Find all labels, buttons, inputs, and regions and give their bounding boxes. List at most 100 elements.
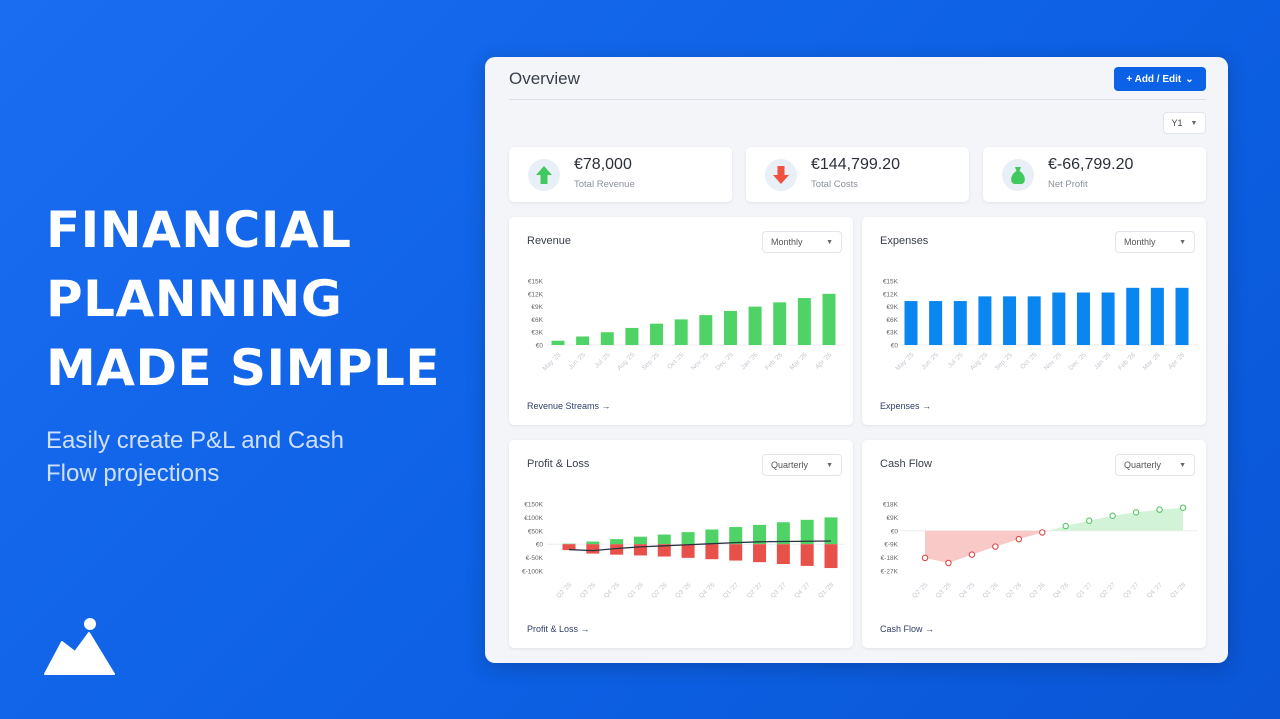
- x-tick-label: Mar '26: [1142, 351, 1162, 371]
- x-tick-label: Q4 '26: [698, 581, 717, 600]
- data-point: [1015, 535, 1023, 543]
- kpi-label: Total Costs: [811, 179, 858, 190]
- y-tick-label: €0: [536, 343, 544, 350]
- x-tick-label: Jan '26: [740, 351, 760, 371]
- y-tick-label: €-100K: [522, 569, 544, 576]
- data-point: [1132, 509, 1140, 516]
- card-title: Revenue: [527, 235, 572, 247]
- x-tick-label: Q4 '25: [958, 581, 977, 600]
- positive-area: [1048, 507, 1183, 531]
- x-tick-label: Apr '26: [814, 351, 834, 371]
- cost-bar: [729, 544, 743, 561]
- cost-bar: [633, 544, 647, 556]
- interval-select[interactable]: Quarterly ▼: [1115, 454, 1195, 476]
- expenses-link[interactable]: Expenses →: [880, 401, 932, 411]
- y-tick-label: €9K: [886, 304, 898, 311]
- bar: [551, 340, 565, 345]
- kpi-label: Net Profit: [1048, 179, 1088, 190]
- caret-down-icon: ▼: [826, 461, 833, 469]
- y-tick-label: €9K: [531, 304, 543, 311]
- caret-down-icon: ▼: [1190, 119, 1198, 127]
- bar: [723, 310, 737, 345]
- card-title: Cash Flow: [880, 458, 932, 470]
- cash-flow-link[interactable]: Cash Flow →: [880, 624, 935, 634]
- revenue-bar: [610, 539, 624, 545]
- revenue-bar: [705, 529, 719, 545]
- interval-value: Monthly: [771, 237, 803, 247]
- kpi-net-profit: €-66,799.20 Net Profit: [983, 147, 1206, 202]
- x-tick-label: Q1 '27: [722, 581, 741, 600]
- x-tick-label: Jul '25: [947, 351, 965, 369]
- revenue-streams-link[interactable]: Revenue Streams →: [527, 401, 611, 411]
- expenses-chart-card: Expenses Monthly ▼ €0 €3K €6K €9K €12K €15K May…: [862, 217, 1206, 425]
- period-value: Y1: [1171, 118, 1183, 128]
- caret-down-icon: ▼: [1179, 238, 1186, 246]
- data-point: [1039, 529, 1046, 536]
- negative-area: [925, 530, 1049, 563]
- hero-line: MADE SIMPLE: [46, 339, 441, 397]
- revenue-bar: [681, 532, 695, 545]
- kpi-value: €144,799.20: [811, 156, 900, 173]
- revenue-bar: [800, 519, 814, 545]
- x-tick-label: Q2 '25: [555, 581, 574, 600]
- hero-headline: FINANCIAL PLANNING MADE SIMPLE: [46, 196, 440, 403]
- hero-line: FINANCIAL: [46, 201, 352, 259]
- arrow-down-icon: [765, 159, 797, 191]
- period-select[interactable]: Y1 ▼: [1163, 112, 1206, 134]
- bar: [625, 327, 639, 345]
- bar: [699, 315, 713, 345]
- x-tick-label: May '25: [895, 351, 916, 372]
- kpi-value: €-66,799.20: [1048, 156, 1134, 173]
- money-bag-icon: [1002, 159, 1034, 191]
- revenue-bar: [729, 527, 743, 545]
- x-tick-label: Nov '25: [690, 351, 711, 372]
- data-point: [1085, 517, 1093, 524]
- x-tick-label: Dec '25: [1067, 351, 1088, 372]
- add-edit-button[interactable]: + Add / Edit ⌄: [1114, 67, 1206, 91]
- bar: [674, 319, 688, 345]
- y-tick-label: €12K: [528, 291, 544, 298]
- add-edit-label: + Add / Edit: [1126, 73, 1182, 85]
- revenue-chart-card: Revenue Monthly ▼ €0 €3K €6K €9K €12K €15K May …: [509, 217, 853, 425]
- cost-bar: [705, 544, 719, 560]
- x-tick-label: Feb '26: [764, 351, 784, 371]
- y-tick-label: €50K: [528, 528, 544, 535]
- revenue-bar: [562, 543, 576, 545]
- interval-select[interactable]: Monthly ▼: [1115, 231, 1195, 253]
- bar: [822, 293, 836, 345]
- x-tick-label: Q2 '26: [650, 581, 669, 600]
- bar: [978, 296, 992, 345]
- x-tick-label: Q3 '27: [769, 581, 788, 600]
- y-tick-label: €0: [891, 343, 899, 350]
- y-tick-label: €3K: [531, 330, 543, 337]
- x-tick-label: Apr '26: [1167, 351, 1187, 371]
- bar: [1027, 296, 1041, 345]
- x-tick-label: Q3 '26: [674, 581, 693, 600]
- data-point: [1179, 504, 1187, 511]
- y-tick-label: €0: [536, 542, 544, 549]
- bar: [576, 336, 590, 345]
- cost-bar: [824, 544, 838, 569]
- y-tick-label: €-27K: [881, 569, 899, 576]
- bar: [773, 302, 787, 345]
- kpi-total-revenue: €78,000 Total Revenue: [509, 147, 732, 202]
- kpi-total-costs: €144,799.20 Total Costs: [746, 147, 969, 202]
- expenses-chart: €0 €3K €6K €9K €12K €15K May '25 Jun '25 Jul '25…: [883, 279, 1198, 372]
- data-point: [992, 543, 999, 550]
- data-point: [968, 551, 976, 558]
- cost-bar: [753, 544, 767, 563]
- interval-select[interactable]: Quarterly ▼: [762, 454, 842, 476]
- kpi-label: Total Revenue: [574, 179, 635, 190]
- card-title: Profit & Loss: [527, 458, 590, 470]
- x-tick-label: Q1 '26: [981, 581, 1000, 600]
- data-point: [1156, 506, 1163, 513]
- caret-down-icon: ▼: [1179, 461, 1186, 469]
- cost-bar: [776, 544, 790, 565]
- bar: [650, 323, 664, 345]
- interval-select[interactable]: Monthly ▼: [762, 231, 842, 253]
- x-tick-label: Q1 '26: [627, 581, 646, 600]
- x-tick-label: Q1 '28: [1169, 581, 1188, 600]
- card-title: Expenses: [880, 235, 929, 247]
- profit-loss-link[interactable]: Profit & Loss →: [527, 624, 590, 634]
